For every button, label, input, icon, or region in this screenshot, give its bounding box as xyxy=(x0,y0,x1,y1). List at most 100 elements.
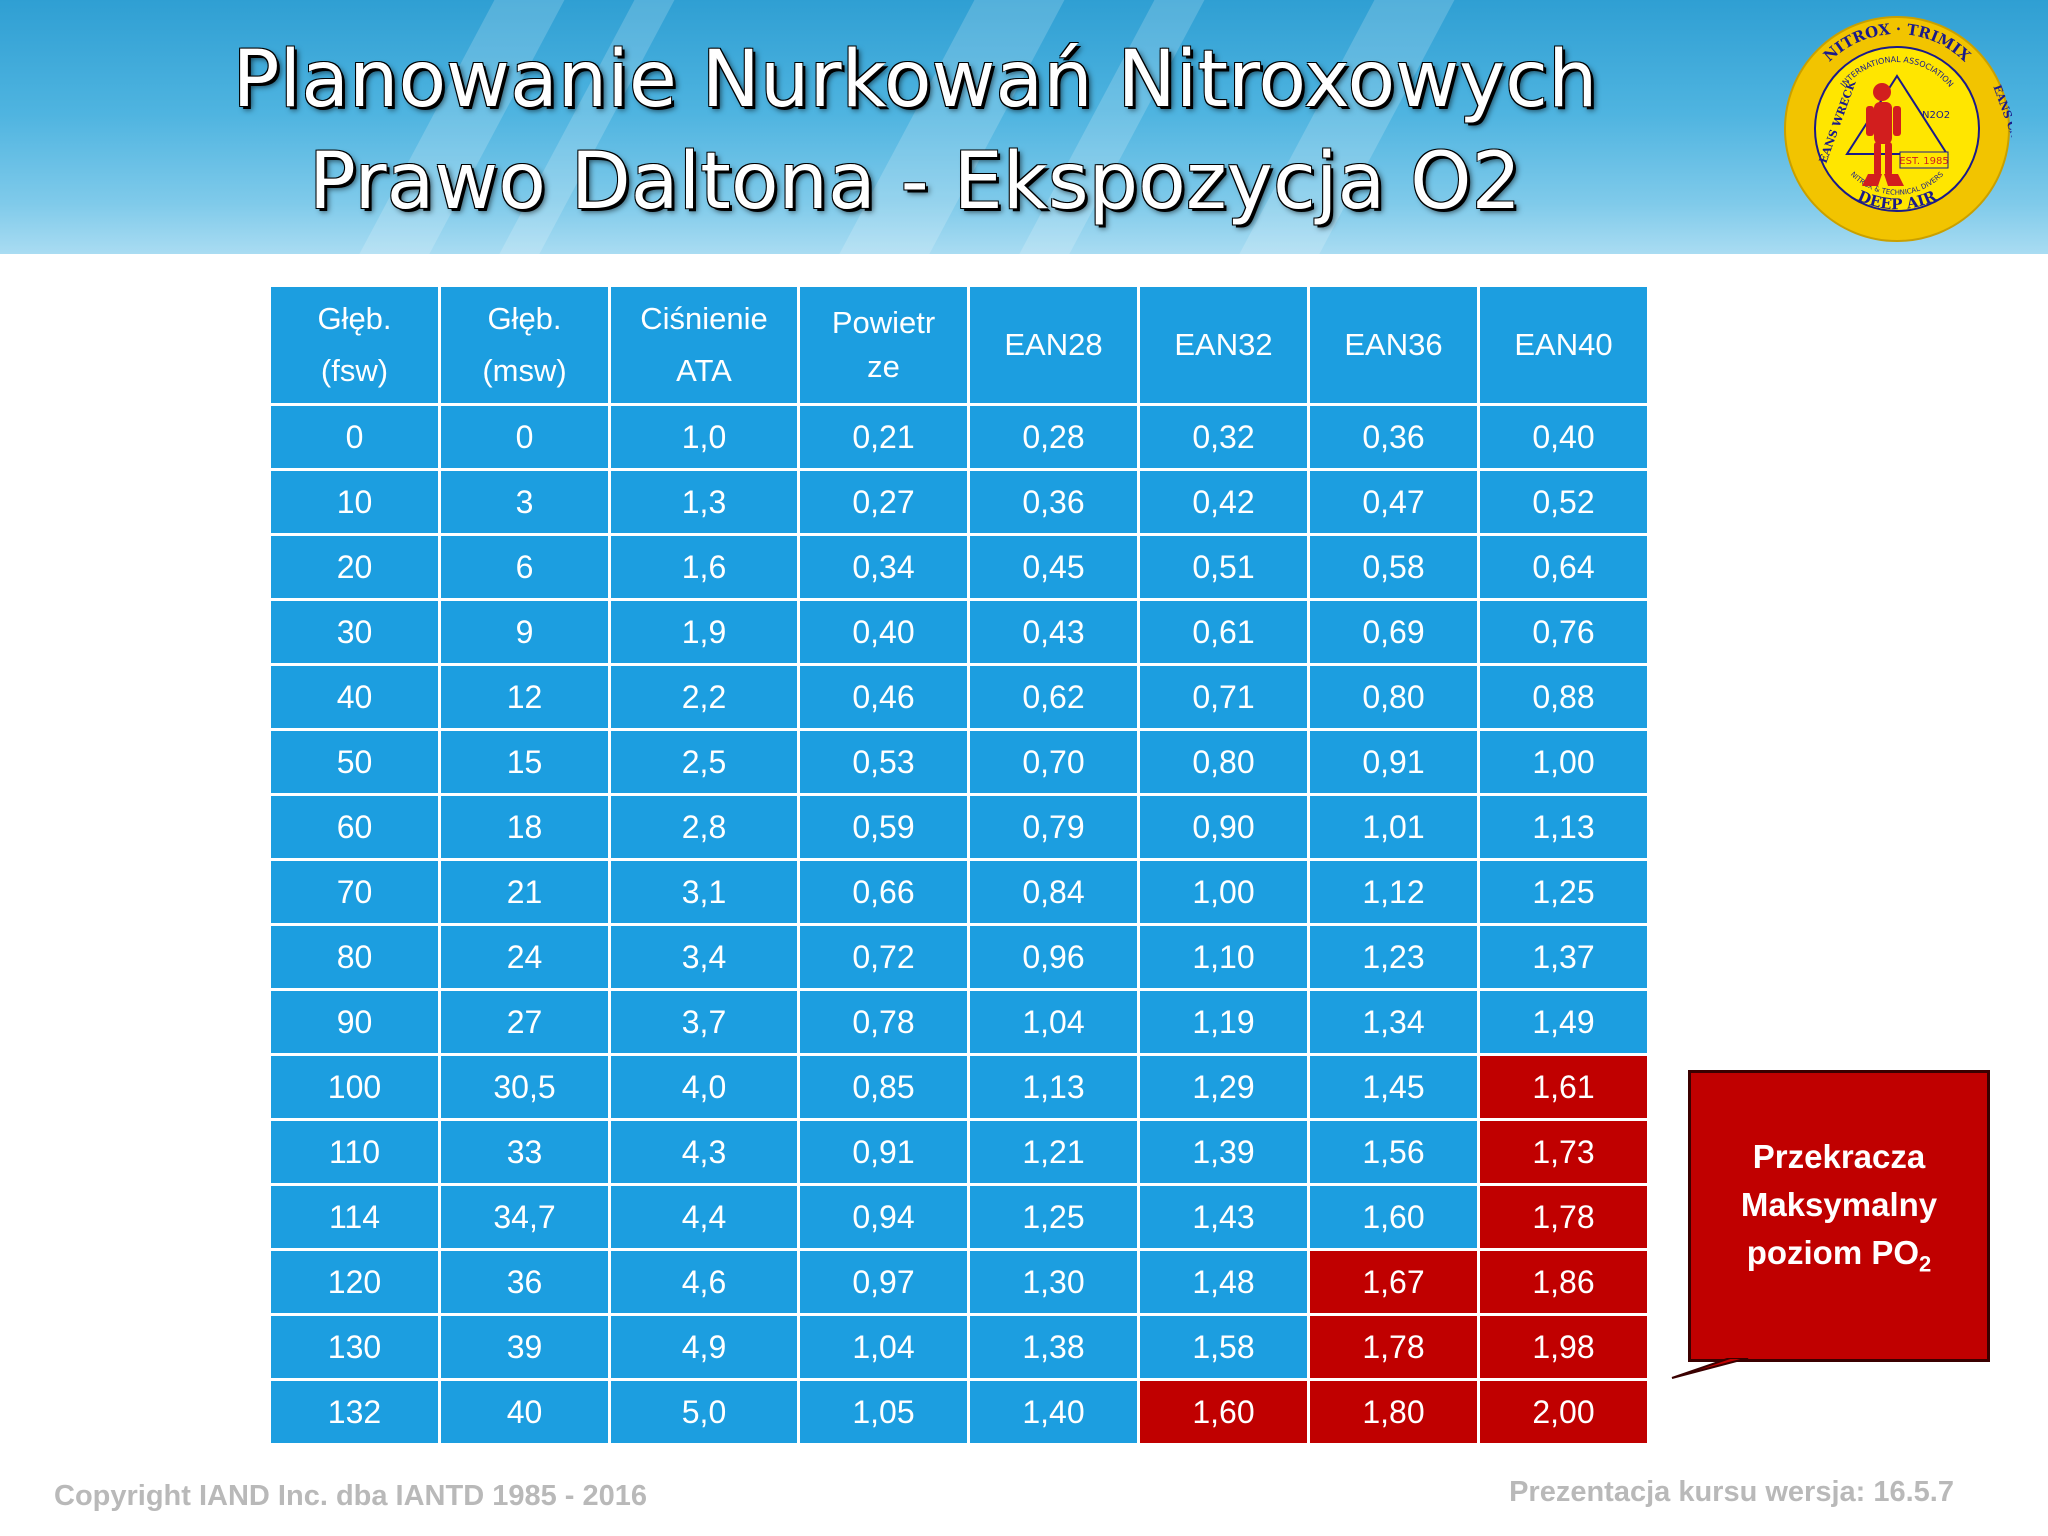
cell-ean40: 1,00 xyxy=(1480,731,1647,793)
cell-pressure-ata: 1,9 xyxy=(611,601,797,663)
table-body: 0 0 1,0 0,21 0,28 0,32 0,36 0,40 10 3 1,3 0,27 0,36 0… xyxy=(271,406,1647,1443)
table-row: 100 30,5 4,0 0,85 1,13 1,29 1,45 1,61 xyxy=(271,1056,1647,1118)
cell-pressure-ata: 1,3 xyxy=(611,471,797,533)
cell-ean40: 1,37 xyxy=(1480,926,1647,988)
cell-ean32: 0,71 xyxy=(1140,666,1307,728)
cell-pressure-ata: 4,0 xyxy=(611,1056,797,1118)
table-row: 0 0 1,0 0,21 0,28 0,32 0,36 0,40 xyxy=(271,406,1647,468)
copyright-text: Copyright IAND Inc. dba IANTD 1985 - 201… xyxy=(54,1480,648,1512)
cell-air: 0,78 xyxy=(800,991,967,1053)
cell-air: 0,46 xyxy=(800,666,967,728)
cell-ean36: 1,80 xyxy=(1310,1381,1477,1443)
cell-ean36: 1,12 xyxy=(1310,861,1477,923)
header-ean40: EAN40 xyxy=(1480,287,1647,403)
cell-pressure-ata: 4,9 xyxy=(611,1316,797,1378)
cell-ean28: 0,62 xyxy=(970,666,1137,728)
cell-air: 0,59 xyxy=(800,796,967,858)
cell-ean28: 1,25 xyxy=(970,1186,1137,1248)
cell-depth-msw: 3 xyxy=(441,471,608,533)
cell-ean28: 0,28 xyxy=(970,406,1137,468)
cell-air: 0,85 xyxy=(800,1056,967,1118)
cell-ean36: 0,69 xyxy=(1310,601,1477,663)
cell-ean28: 0,36 xyxy=(970,471,1137,533)
cell-pressure-ata: 4,6 xyxy=(611,1251,797,1313)
cell-depth-fsw: 130 xyxy=(271,1316,438,1378)
cell-ean28: 0,79 xyxy=(970,796,1137,858)
cell-ean40: 0,76 xyxy=(1480,601,1647,663)
cell-ean36: 1,34 xyxy=(1310,991,1477,1053)
table-row: 20 6 1,6 0,34 0,45 0,51 0,58 0,64 xyxy=(271,536,1647,598)
table-row: 50 15 2,5 0,53 0,70 0,80 0,91 1,00 xyxy=(271,731,1647,793)
cell-depth-msw: 9 xyxy=(441,601,608,663)
cell-depth-msw: 24 xyxy=(441,926,608,988)
cell-air: 0,91 xyxy=(800,1121,967,1183)
cell-depth-fsw: 10 xyxy=(271,471,438,533)
cell-depth-msw: 18 xyxy=(441,796,608,858)
cell-ean28: 1,30 xyxy=(970,1251,1137,1313)
table-row: 30 9 1,9 0,40 0,43 0,61 0,69 0,76 xyxy=(271,601,1647,663)
cell-depth-msw: 0 xyxy=(441,406,608,468)
cell-depth-fsw: 0 xyxy=(271,406,438,468)
callout-pointer xyxy=(1671,1358,1749,1379)
cell-ean32: 1,60 xyxy=(1140,1381,1307,1443)
cell-depth-fsw: 100 xyxy=(271,1056,438,1118)
cell-ean32: 0,32 xyxy=(1140,406,1307,468)
cell-ean40: 1,13 xyxy=(1480,796,1647,858)
table-row: 60 18 2,8 0,59 0,79 0,90 1,01 1,13 xyxy=(271,796,1647,858)
cell-ean28: 0,84 xyxy=(970,861,1137,923)
cell-depth-fsw: 80 xyxy=(271,926,438,988)
cell-depth-msw: 39 xyxy=(441,1316,608,1378)
cell-air: 0,34 xyxy=(800,536,967,598)
cell-pressure-ata: 5,0 xyxy=(611,1381,797,1443)
cell-depth-msw: 21 xyxy=(441,861,608,923)
cell-pressure-ata: 3,4 xyxy=(611,926,797,988)
header-depth-msw: Głęb. (msw) xyxy=(441,287,608,403)
cell-ean36: 0,36 xyxy=(1310,406,1477,468)
cell-pressure-ata: 3,1 xyxy=(611,861,797,923)
cell-ean32: 0,51 xyxy=(1140,536,1307,598)
cell-depth-fsw: 60 xyxy=(271,796,438,858)
cell-ean40: 1,98 xyxy=(1480,1316,1647,1378)
cell-depth-msw: 40 xyxy=(441,1381,608,1443)
cell-ean40: 1,25 xyxy=(1480,861,1647,923)
cell-ean36: 1,56 xyxy=(1310,1121,1477,1183)
cell-pressure-ata: 4,3 xyxy=(611,1121,797,1183)
cell-ean32: 0,42 xyxy=(1140,471,1307,533)
cell-ean28: 1,21 xyxy=(970,1121,1137,1183)
table-header-row: Głęb. (fsw) Głęb. (msw) Ciśnienie ATA Powie… xyxy=(271,287,1647,403)
cell-depth-msw: 36 xyxy=(441,1251,608,1313)
cell-ean36: 0,58 xyxy=(1310,536,1477,598)
header-pressure-ata: Ciśnienie ATA xyxy=(611,287,797,403)
slide-title-line-2: Prawo Daltona - Ekspozycja O2 xyxy=(308,137,1522,227)
cell-depth-fsw: 20 xyxy=(271,536,438,598)
header-ean28: EAN28 xyxy=(970,287,1137,403)
cell-ean32: 0,90 xyxy=(1140,796,1307,858)
cell-air: 0,66 xyxy=(800,861,967,923)
cell-ean36: 1,60 xyxy=(1310,1186,1477,1248)
cell-pressure-ata: 2,2 xyxy=(611,666,797,728)
version-text: Prezentacja kursu wersja: 16.5.7 xyxy=(1509,1476,1954,1508)
cell-ean40: 1,86 xyxy=(1480,1251,1647,1313)
cell-depth-msw: 34,7 xyxy=(441,1186,608,1248)
cell-air: 0,40 xyxy=(800,601,967,663)
cell-depth-msw: 33 xyxy=(441,1121,608,1183)
table-row: 70 21 3,1 0,66 0,84 1,00 1,12 1,25 xyxy=(271,861,1647,923)
cell-depth-msw: 15 xyxy=(441,731,608,793)
cell-ean28: 0,70 xyxy=(970,731,1137,793)
table-row: 80 24 3,4 0,72 0,96 1,10 1,23 1,37 xyxy=(271,926,1647,988)
slide-title-line-1: Planowanie Nurkowań Nitroxowych xyxy=(232,35,1598,125)
logo-diver-icon xyxy=(1862,83,1904,186)
cell-depth-fsw: 30 xyxy=(271,601,438,663)
cell-ean40: 1,49 xyxy=(1480,991,1647,1053)
cell-ean32: 1,00 xyxy=(1140,861,1307,923)
cell-ean40: 0,88 xyxy=(1480,666,1647,728)
header-ean32: EAN32 xyxy=(1140,287,1307,403)
table-row: 110 33 4,3 0,91 1,21 1,39 1,56 1,73 xyxy=(271,1121,1647,1183)
cell-pressure-ata: 1,6 xyxy=(611,536,797,598)
po2-table: Głęb. (fsw) Głęb. (msw) Ciśnienie ATA Powie… xyxy=(268,284,1650,1446)
cell-ean40: 1,73 xyxy=(1480,1121,1647,1183)
cell-ean36: 1,78 xyxy=(1310,1316,1477,1378)
cell-ean32: 1,19 xyxy=(1140,991,1307,1053)
header-depth-fsw: Głęb. (fsw) xyxy=(271,287,438,403)
table-row: 130 39 4,9 1,04 1,38 1,58 1,78 1,98 xyxy=(271,1316,1647,1378)
